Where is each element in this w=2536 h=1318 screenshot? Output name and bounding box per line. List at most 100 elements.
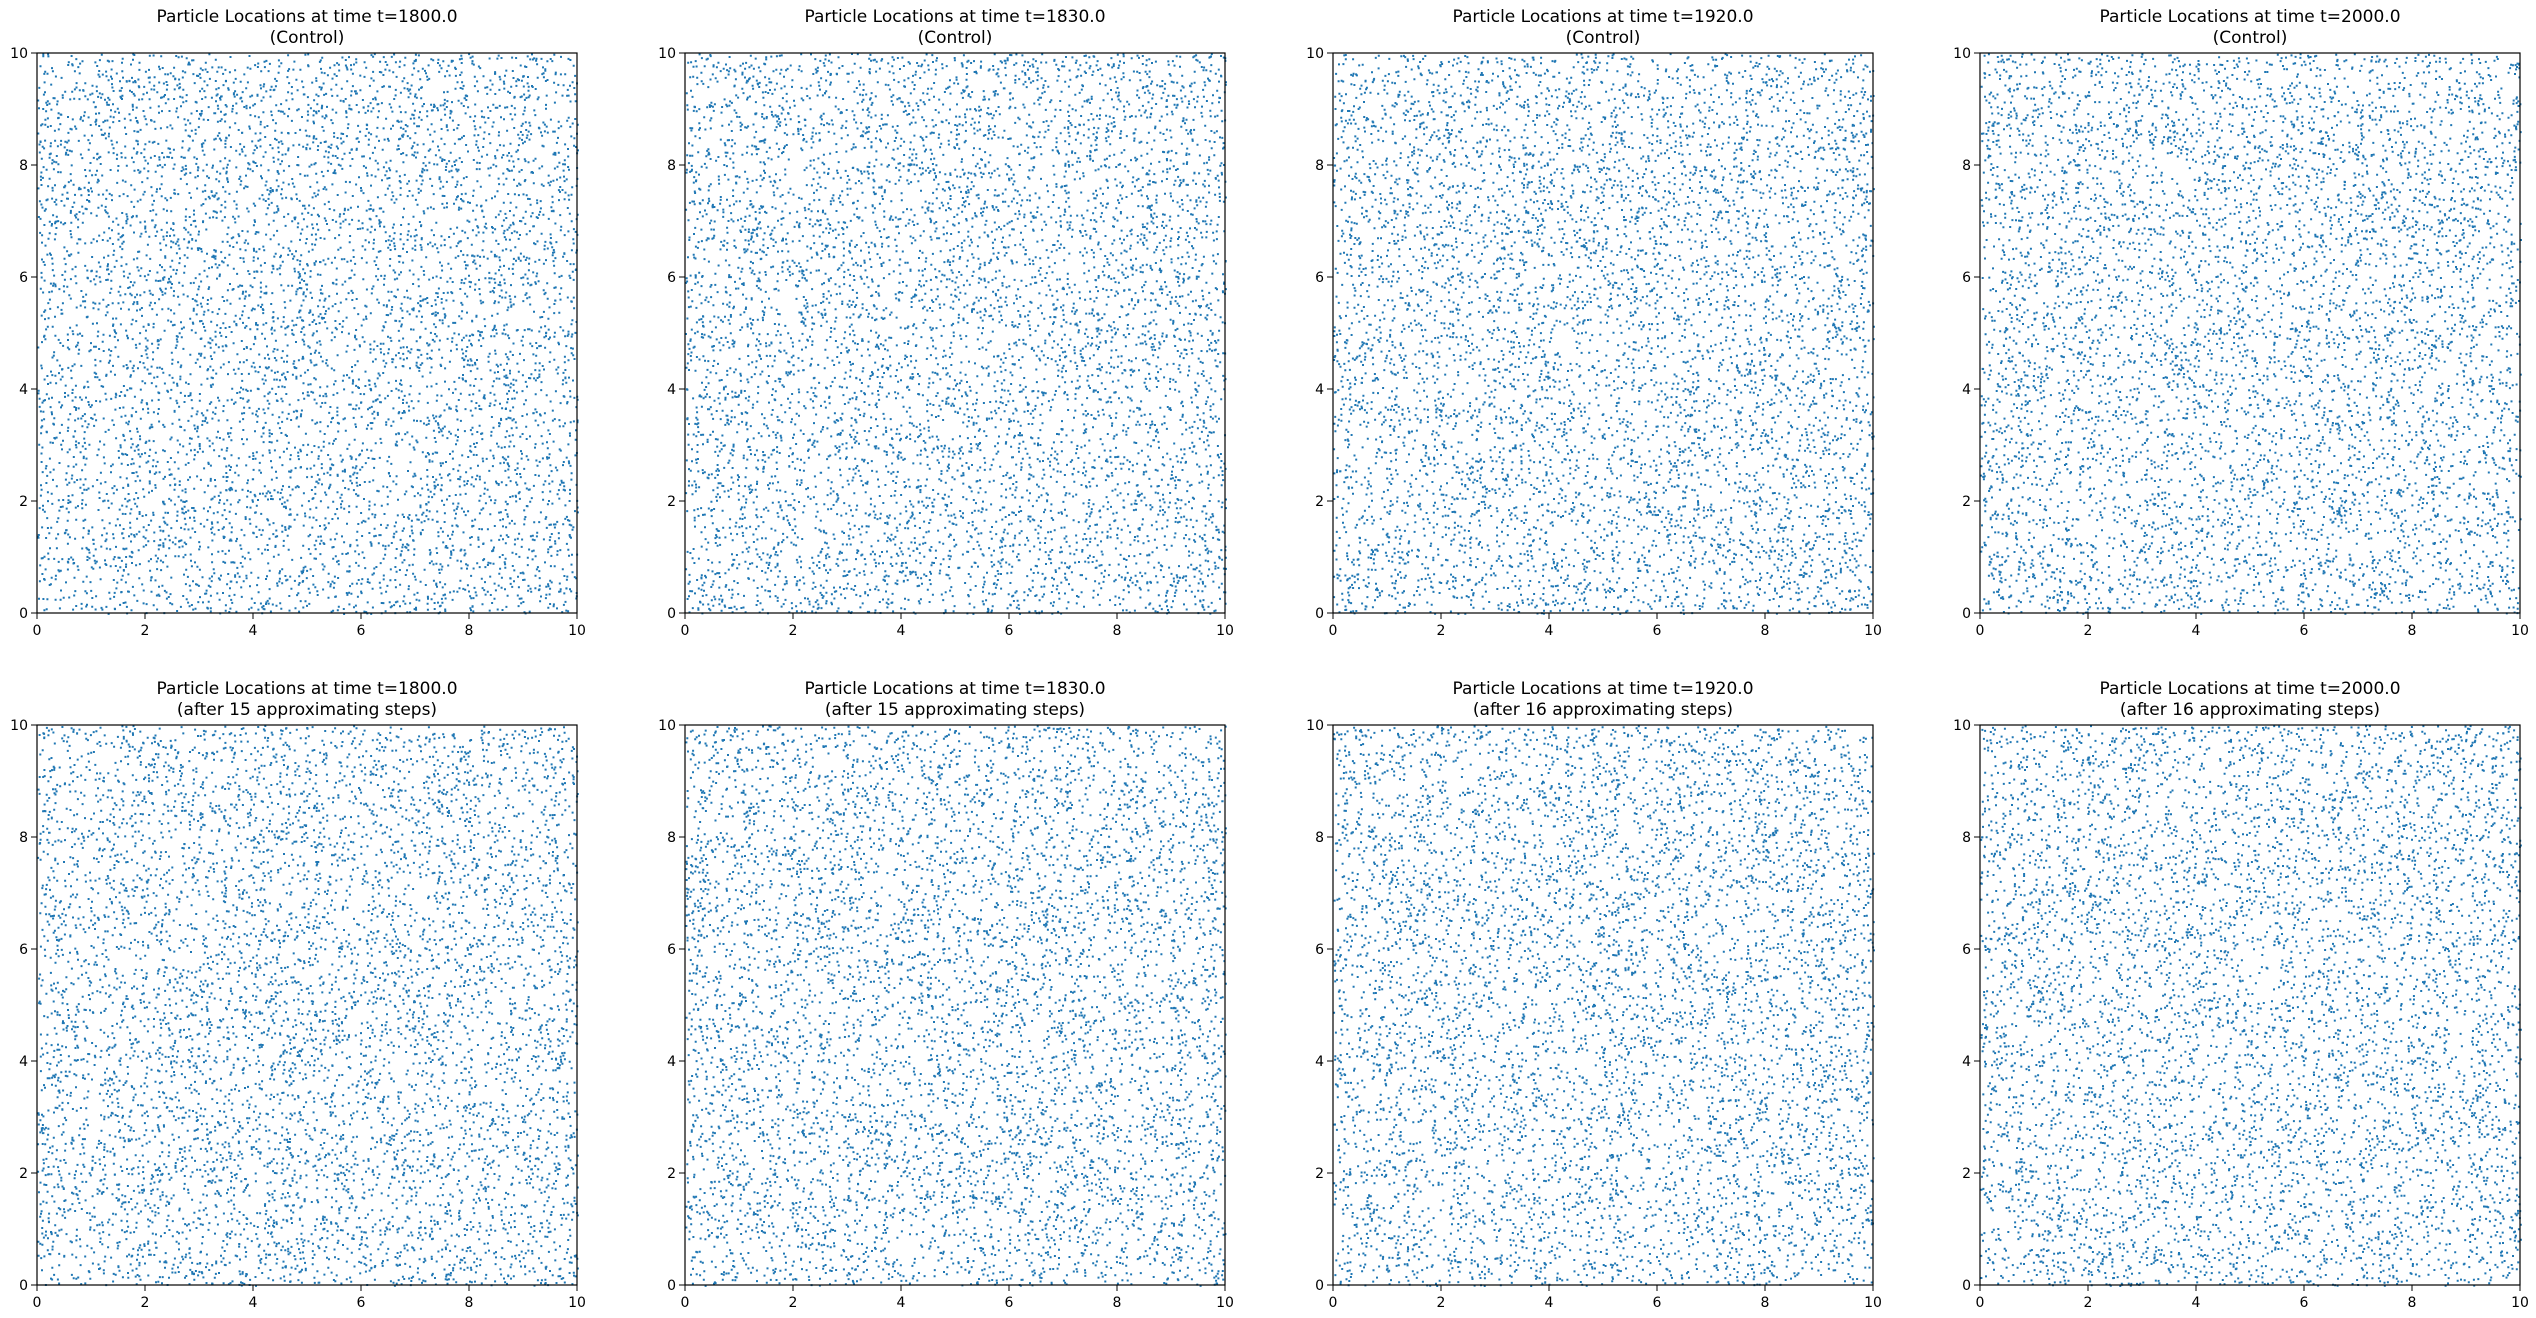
panel-title-line: Particle Locations at time t=2000.0 bbox=[2099, 679, 2401, 699]
panel-title: Particle Locations at time t=2000.0 (aft… bbox=[1980, 679, 2520, 721]
x-tick-label: 2 bbox=[141, 1295, 150, 1311]
y-tick-label: 6 bbox=[1962, 270, 1971, 286]
x-tick-label: 0 bbox=[1329, 1295, 1338, 1311]
panel-title-line: Particle Locations at time t=1920.0 bbox=[1452, 679, 1754, 699]
y-tick-label: 0 bbox=[667, 1278, 676, 1294]
x-tick-label: 10 bbox=[2511, 623, 2529, 639]
panel-title: Particle Locations at time t=1920.0 (aft… bbox=[1333, 679, 1873, 721]
x-tick-label: 10 bbox=[2511, 1295, 2529, 1311]
x-tick-label: 4 bbox=[1545, 1295, 1554, 1311]
panel-subtitle: (Control) bbox=[1565, 28, 1641, 48]
x-tick-label: 6 bbox=[1005, 1295, 1014, 1311]
x-tick-label: 2 bbox=[2084, 1295, 2093, 1311]
panel-title-line: Particle Locations at time t=1920.0 bbox=[1452, 7, 1754, 27]
x-tick-label: 4 bbox=[249, 623, 258, 639]
scatter-panel-7: Particle Locations at time t=1920.0 (aft… bbox=[1296, 672, 1916, 1318]
y-tick-label: 6 bbox=[19, 942, 28, 958]
y-tick-label: 2 bbox=[19, 494, 28, 510]
y-tick-label: 6 bbox=[19, 270, 28, 286]
y-tick-label: 8 bbox=[1962, 158, 1971, 174]
particle-marker bbox=[37, 725, 579, 1287]
axes-frame bbox=[36, 52, 578, 614]
y-tick-label: 6 bbox=[1315, 942, 1324, 958]
panel-title-line: Particle Locations at time t=1830.0 bbox=[804, 679, 1106, 699]
y-tick-label: 0 bbox=[1962, 606, 1971, 622]
x-tick-label: 0 bbox=[681, 623, 690, 639]
axes-frame bbox=[684, 724, 1226, 1286]
panel-title-line: Particle Locations at time t=2000.0 bbox=[2099, 7, 2401, 27]
particle-marker bbox=[1980, 53, 2522, 615]
y-tick-label: 6 bbox=[667, 942, 676, 958]
y-tick-label: 0 bbox=[19, 606, 28, 622]
x-tick-label: 2 bbox=[1437, 623, 1446, 639]
x-tick-label: 6 bbox=[1653, 1295, 1662, 1311]
particle-marker bbox=[1333, 725, 1875, 1287]
panel-title: Particle Locations at time t=2000.0 (Con… bbox=[1980, 7, 2520, 49]
y-tick-label: 4 bbox=[667, 1054, 676, 1070]
y-tick-label: 10 bbox=[10, 46, 28, 62]
axes-frame bbox=[1979, 52, 2521, 614]
x-tick-label: 2 bbox=[1437, 1295, 1446, 1311]
y-tick-label: 8 bbox=[1315, 830, 1324, 846]
x-tick-label: 8 bbox=[1113, 623, 1122, 639]
x-tick-label: 2 bbox=[141, 623, 150, 639]
scatter-plot-8: 0 2 4 6 8 10 0 2 4 6 8 10 bbox=[1953, 718, 2529, 1311]
y-tick-label: 2 bbox=[667, 494, 676, 510]
scatter-points bbox=[37, 53, 580, 616]
x-tick-label: 8 bbox=[465, 1295, 474, 1311]
scatter-panel-6: Particle Locations at time t=1830.0 (aft… bbox=[648, 672, 1268, 1318]
panel-subtitle: (after 15 approximating steps) bbox=[824, 700, 1086, 720]
particle-marker bbox=[685, 725, 1227, 1287]
y-tick-label: 8 bbox=[667, 158, 676, 174]
x-tick-label: 2 bbox=[789, 1295, 798, 1311]
y-tick-label: 10 bbox=[1306, 46, 1324, 62]
x-tick-label: 4 bbox=[897, 1295, 906, 1311]
y-tick-label: 2 bbox=[1962, 494, 1971, 510]
y-tick-label: 10 bbox=[10, 718, 28, 734]
panel-title: Particle Locations at time t=1830.0 (Con… bbox=[685, 7, 1225, 49]
y-tick-label: 6 bbox=[1962, 942, 1971, 958]
y-tick-label: 0 bbox=[1315, 1278, 1324, 1294]
particle-marker bbox=[37, 53, 580, 616]
x-tick-label: 8 bbox=[1113, 1295, 1122, 1311]
y-tick-label: 8 bbox=[19, 158, 28, 174]
scatter-plot-6: 0 2 4 6 8 10 0 2 4 6 8 10 bbox=[658, 718, 1234, 1311]
x-tick-label: 10 bbox=[568, 623, 586, 639]
scatter-plot-7: 0 2 4 6 8 10 0 2 4 6 8 10 bbox=[1306, 718, 1882, 1311]
scatter-plot-3: 0 2 4 6 8 10 0 2 4 6 8 10 bbox=[1306, 46, 1882, 639]
y-tick-label: 6 bbox=[667, 270, 676, 286]
x-tick-label: 10 bbox=[1864, 1295, 1882, 1311]
scatter-points bbox=[685, 725, 1227, 1287]
x-tick-label: 8 bbox=[1761, 623, 1770, 639]
scatter-points bbox=[37, 725, 579, 1287]
y-tick-label: 10 bbox=[658, 46, 676, 62]
panel-title: Particle Locations at time t=1800.0 (Con… bbox=[37, 7, 577, 49]
y-tick-label: 8 bbox=[667, 830, 676, 846]
x-tick-label: 4 bbox=[2192, 1295, 2201, 1311]
x-tick-label: 0 bbox=[681, 1295, 690, 1311]
scatter-panel-1: Particle Locations at time t=1800.0 (Con… bbox=[0, 0, 620, 650]
x-tick-label: 0 bbox=[1976, 1295, 1985, 1311]
y-tick-label: 2 bbox=[1315, 494, 1324, 510]
y-tick-label: 4 bbox=[1315, 382, 1324, 398]
x-tick-label: 4 bbox=[249, 1295, 258, 1311]
y-tick-label: 4 bbox=[1962, 1054, 1971, 1070]
y-tick-label: 8 bbox=[1315, 158, 1324, 174]
y-tick-label: 2 bbox=[1962, 1166, 1971, 1182]
axes-frame bbox=[1332, 724, 1874, 1286]
x-tick-label: 0 bbox=[33, 623, 42, 639]
y-tick-label: 4 bbox=[19, 382, 28, 398]
axes-frame bbox=[684, 52, 1226, 614]
panel-subtitle: (Control) bbox=[2212, 28, 2288, 48]
y-tick-label: 0 bbox=[1962, 1278, 1971, 1294]
panel-title-line: Particle Locations at time t=1830.0 bbox=[804, 7, 1106, 27]
axes-frame bbox=[36, 724, 578, 1286]
particle-marker bbox=[685, 53, 1227, 615]
panel-title: Particle Locations at time t=1830.0 (aft… bbox=[685, 679, 1225, 721]
scatter-panel-4: Particle Locations at time t=2000.0 (Con… bbox=[1943, 0, 2536, 650]
scatter-panel-3: Particle Locations at time t=1920.0 (Con… bbox=[1296, 0, 1916, 650]
panel-subtitle: (after 15 approximating steps) bbox=[176, 700, 438, 720]
y-tick-label: 10 bbox=[658, 718, 676, 734]
y-tick-label: 4 bbox=[19, 1054, 28, 1070]
scatter-points bbox=[1333, 725, 1875, 1287]
